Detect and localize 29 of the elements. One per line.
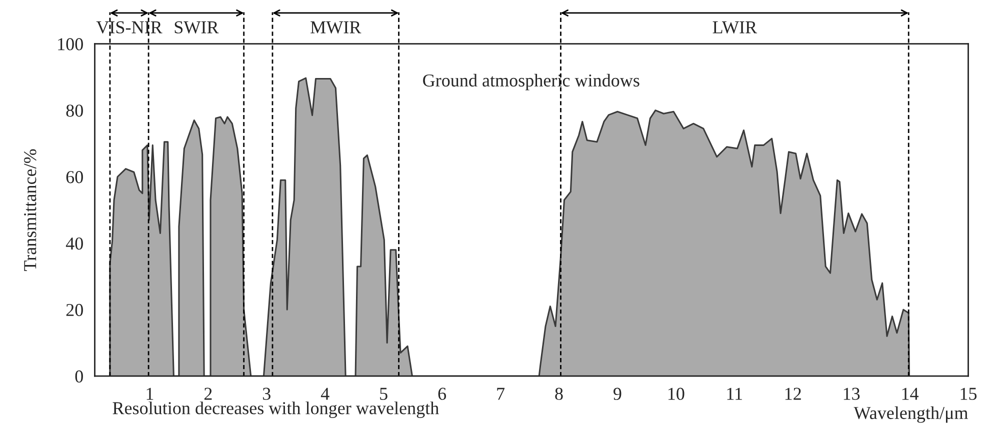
- x-tick-label: 6: [438, 388, 446, 400]
- x-axis-title: Wavelength/μm: [854, 406, 968, 423]
- y-axis-title: Transmittance/%: [24, 149, 36, 272]
- x-tick-label: 13: [844, 388, 860, 400]
- annotation: Ground atmospheric windows: [423, 74, 640, 90]
- y-tick-label: 40: [66, 237, 83, 250]
- y-tick-label: 0: [75, 370, 83, 383]
- text: MWIR: [310, 21, 362, 34]
- y-tick-label: 100: [58, 38, 83, 50]
- x-tick-label: 11: [727, 388, 742, 400]
- y-tick-label: 20: [66, 304, 83, 316]
- x-tick-label: 2: [204, 388, 212, 400]
- x-tick-label: 4: [320, 388, 330, 400]
- x-tick-label: 12: [785, 388, 801, 400]
- x-tick-label: 10: [668, 388, 684, 400]
- x-tick-label: 14: [902, 388, 919, 400]
- x-tick-label: 15: [960, 388, 977, 400]
- text: Resolution decreases with longer wavelength: [112, 402, 439, 418]
- y-tick-label: 80: [66, 104, 83, 117]
- x-tick-label: 5: [380, 388, 388, 400]
- x-tick-label: 8: [555, 388, 563, 400]
- text: LWIR: [712, 21, 758, 34]
- text: VIS-NIR: [96, 21, 162, 34]
- y-tick-label: 60: [66, 171, 83, 184]
- text: SWIR: [174, 21, 219, 34]
- x-tick-label: 9: [614, 388, 622, 400]
- x-tick-label: 7: [497, 388, 505, 400]
- x-tick-label: 1: [146, 388, 154, 400]
- x-tick-label: 3: [262, 388, 270, 400]
